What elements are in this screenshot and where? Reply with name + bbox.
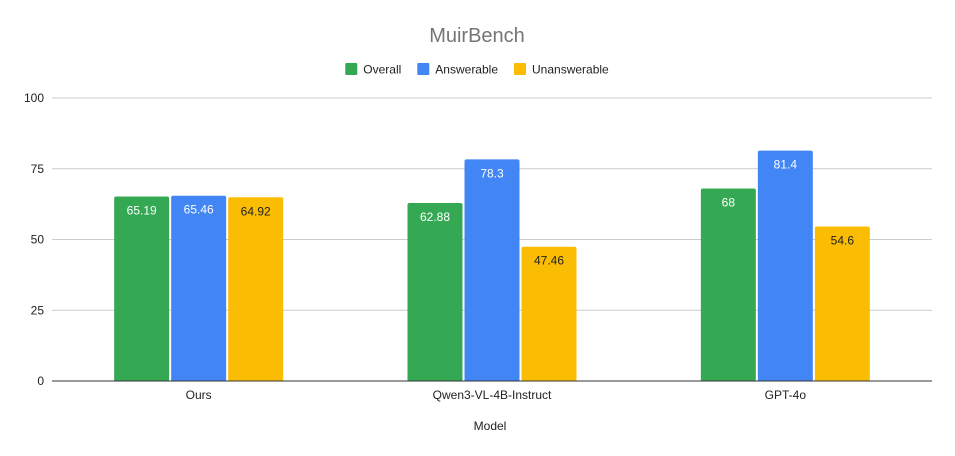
legend-item: Unanswerable — [514, 63, 609, 77]
bar-value-label: 64.92 — [241, 204, 271, 218]
legend-swatch — [417, 63, 430, 75]
bar-value-label: 65.46 — [184, 203, 214, 217]
legend-label: Answerable — [435, 63, 498, 77]
bar-value-label: 65.19 — [127, 204, 157, 218]
legend: Overall Answerable Unanswerable — [345, 63, 609, 77]
bar-unanswerable — [521, 246, 577, 381]
bar-answerable — [757, 150, 813, 381]
x-tick-label: Ours — [186, 388, 212, 402]
x-tick-label: Qwen3-VL-4B-Instruct — [433, 388, 552, 402]
bar-overall — [114, 196, 170, 381]
legend-label: Unanswerable — [532, 63, 609, 77]
legend-label: Overall — [363, 63, 401, 77]
y-tick-label: 75 — [31, 162, 45, 176]
y-tick-label: 0 — [37, 374, 44, 388]
legend-item: Overall — [345, 63, 401, 77]
y-tick-label: 100 — [24, 91, 44, 105]
bar-overall — [700, 188, 756, 381]
bar-value-label: 54.6 — [831, 233, 855, 247]
x-axis-ticks: Ours Qwen3-VL-4B-Instruct GPT-4o — [186, 388, 807, 402]
bar-value-label: 47.46 — [534, 254, 564, 268]
bar-answerable — [464, 159, 520, 381]
bar-unanswerable — [228, 197, 284, 381]
bar-value-label: 78.3 — [480, 166, 504, 180]
bar-value-label: 62.88 — [420, 210, 450, 224]
x-tick-label: GPT-4o — [765, 388, 807, 402]
bar-answerable — [171, 195, 227, 381]
bar-value-label: 68 — [722, 196, 736, 210]
bar-overall — [407, 203, 463, 381]
legend-swatch — [514, 63, 526, 75]
y-tick-label: 50 — [31, 233, 45, 247]
bars: 65.19 65.46 64.92 62.88 78.3 47.46 68 81.4 54.6 — [114, 150, 870, 381]
x-axis-label: Model — [474, 419, 507, 433]
bar-unanswerable — [814, 226, 870, 381]
chart-title: MuirBench — [429, 25, 525, 47]
legend-item: Answerable — [417, 63, 498, 77]
y-axis-ticks: 0 25 50 75 100 — [24, 91, 44, 388]
y-tick-label: 25 — [31, 303, 45, 317]
bar-value-label: 81.4 — [774, 158, 798, 172]
legend-swatch — [345, 63, 358, 75]
